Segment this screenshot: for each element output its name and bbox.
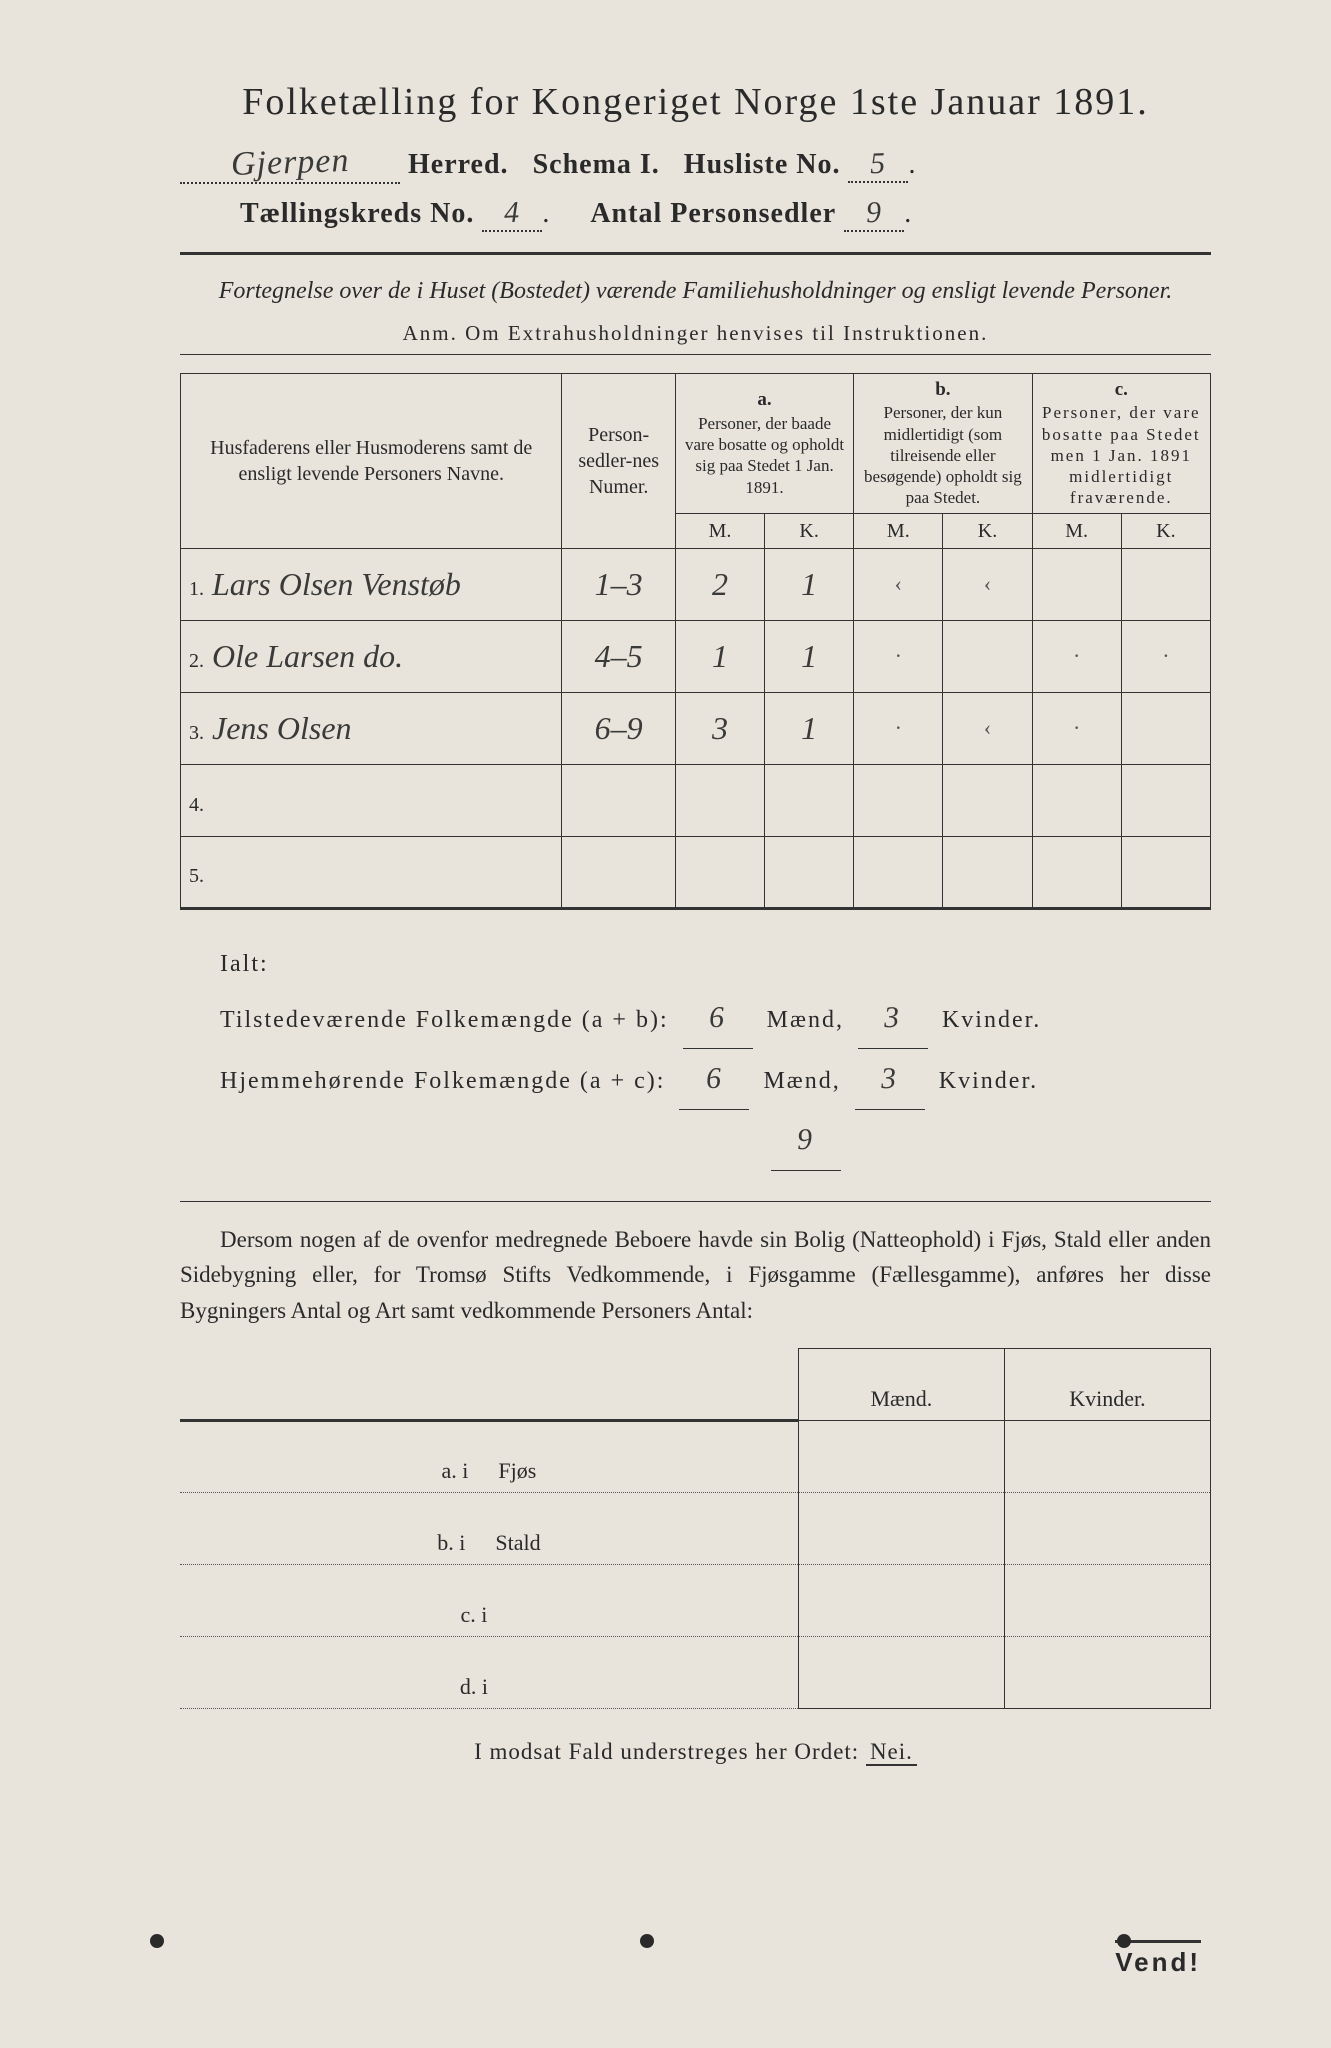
building-row: b. iStald: [180, 1493, 1211, 1565]
maend-label2: Mænd,: [763, 1068, 840, 1094]
tilstede-m: 6: [708, 987, 727, 1048]
table-row: 1.Lars Olsen Venstøb1–321‹‹: [181, 548, 1211, 620]
col-header-name: Husfaderens eller Husmoderens samt de en…: [181, 373, 562, 548]
herred-value: Gjerpen: [230, 142, 350, 184]
subtitle: Fortegnelse over de i Huset (Bostedet) v…: [180, 275, 1211, 309]
col-header-c: c. Personer, der vare bosatte paa Stedet…: [1032, 373, 1210, 513]
bcol-kvinder: Kvinder.: [1004, 1349, 1210, 1421]
col-header-b: b. Personer, der kun midlertidigt (som t…: [854, 373, 1032, 513]
building-row: c. i: [180, 1565, 1211, 1637]
kreds-label: Tællingskreds No.: [240, 198, 474, 229]
sum-value: 9: [796, 1109, 815, 1170]
header-line-2: Tællingskreds No. 4. Antal Personsedler …: [240, 196, 1211, 232]
col-c-m: M.: [1032, 513, 1121, 548]
main-table: Husfaderens eller Husmoderens samt de en…: [180, 373, 1211, 910]
hjemme-k: 3: [880, 1048, 899, 1109]
punch-hole-icon: [1117, 1934, 1131, 1948]
antal-label: Antal Personsedler: [590, 198, 836, 229]
table-row: 3.Jens Olsen6–931·‹·: [181, 692, 1211, 764]
hjemme-label: Hjemmehørende Folkemængde (a + c):: [220, 1057, 665, 1105]
herred-label: Herred.: [408, 149, 509, 180]
schema-label: Schema I.: [533, 149, 660, 180]
husliste-value: 5: [870, 147, 887, 182]
col-header-num: Person-sedler-nes Numer.: [562, 373, 675, 548]
kvinder-label: Kvinder.: [942, 1007, 1041, 1033]
kreds-value: 4: [504, 196, 521, 231]
building-table: Mænd. Kvinder. a. iFjøsb. iStaldc. id. i: [180, 1348, 1211, 1709]
tilstede-k: 3: [883, 987, 902, 1048]
divider: [180, 252, 1211, 255]
col-header-a: a. Personer, der baade vare bosatte og o…: [675, 373, 853, 513]
maend-label: Mænd,: [767, 1007, 844, 1033]
tilstede-label: Tilstedeværende Folkemængde (a + b):: [220, 996, 669, 1044]
nei-line: I modsat Fald understreges her Ordet: Ne…: [180, 1739, 1211, 1765]
header-line-1: Gjerpen Herred. Schema I. Husliste No. 5…: [180, 144, 1211, 184]
kvinder-label2: Kvinder.: [939, 1068, 1038, 1094]
building-paragraph: Dersom nogen af de ovenfor medregnede Be…: [180, 1222, 1211, 1329]
building-row: a. iFjøs: [180, 1421, 1211, 1493]
table-row: 5.: [181, 836, 1211, 908]
nei-word: Nei.: [866, 1739, 917, 1766]
punch-hole-icon: [150, 1934, 164, 1948]
husliste-label: Husliste No.: [684, 149, 841, 180]
divider-thin2: [180, 1201, 1211, 1202]
totals-block: Ialt: Tilstedeværende Folkemængde (a + b…: [220, 940, 1211, 1171]
divider-thin: [180, 354, 1211, 355]
page-title: Folketælling for Kongeriget Norge 1ste J…: [180, 80, 1211, 124]
bcol-maend: Mænd.: [798, 1349, 1004, 1421]
anm-note: Anm. Om Extrahusholdninger henvises til …: [180, 321, 1211, 346]
table-row: 2.Ole Larsen do.4–511···: [181, 620, 1211, 692]
ialt-label: Ialt:: [220, 940, 1211, 988]
col-c-k: K.: [1121, 513, 1210, 548]
antal-value: 9: [866, 196, 883, 231]
building-row: d. i: [180, 1637, 1211, 1709]
punch-hole-icon: [640, 1934, 654, 1948]
col-a-k: K.: [765, 513, 854, 548]
col-b-m: M.: [854, 513, 943, 548]
hjemme-m: 6: [705, 1048, 724, 1109]
table-row: 4.: [181, 764, 1211, 836]
col-a-m: M.: [675, 513, 764, 548]
col-b-k: K.: [943, 513, 1032, 548]
